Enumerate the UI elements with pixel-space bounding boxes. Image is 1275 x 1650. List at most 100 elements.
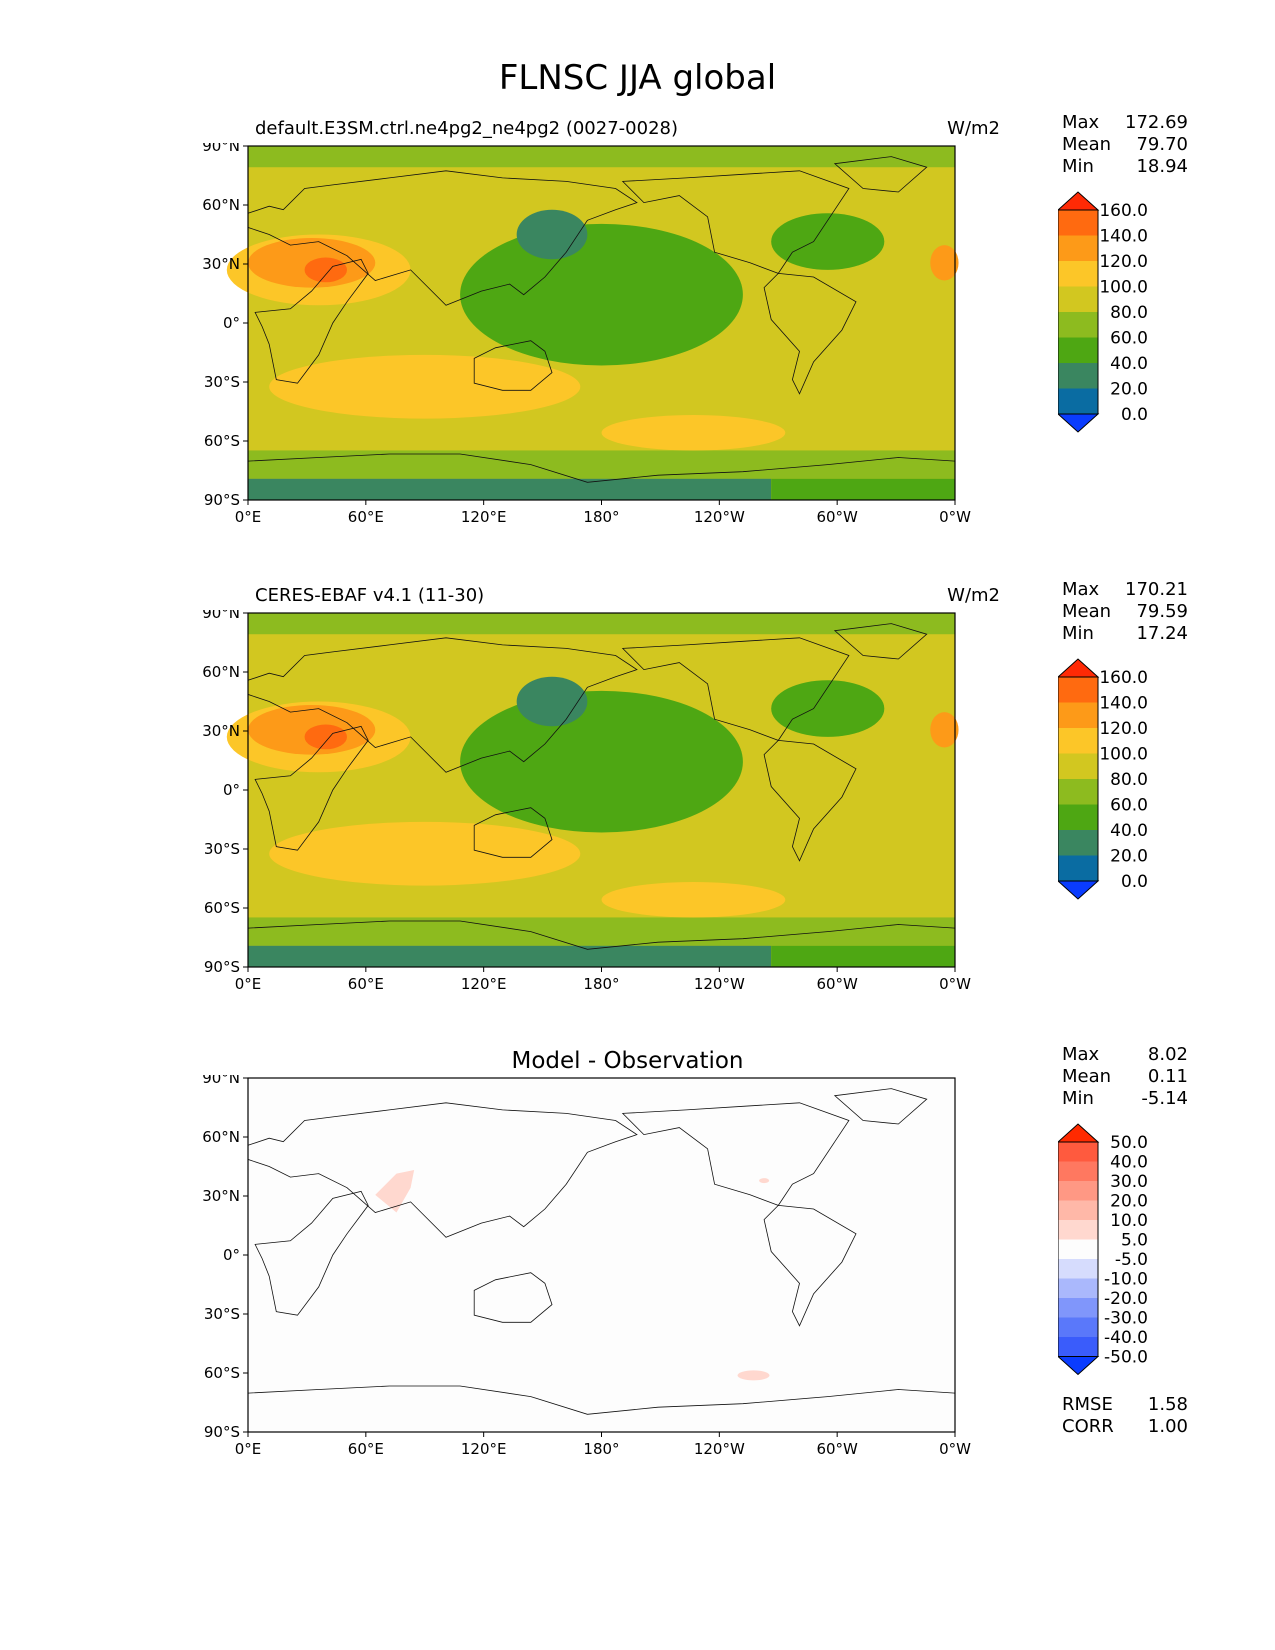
lat-label: 90°S [204,958,240,976]
colorbar-segment [1058,261,1098,287]
panel-diff: Model - Observation 90°N 60°N 30°N 0° 30°S 60… [0,1044,1275,1520]
colorbar-label: 0.0 [1121,405,1148,425]
colorbar-segment [1058,1142,1098,1162]
colorbar-label: -10.0 [1104,1270,1148,1290]
lat-label: 90°N [202,610,240,622]
stat-corr: CORR 1.00 [1062,1416,1188,1437]
lon-label: 60°W [816,508,858,526]
stats-model: Max 172.69 Mean 79.70 Min 18.94 [1062,112,1188,178]
lon-label: 0°E [235,975,262,993]
map-obs: 90°N 60°N 30°N 0° 30°S 60°S 90°S0°E 60°E 120°E 18… [202,610,971,993]
lon-label: 120°E [461,1440,507,1458]
colorbar-segment [1058,210,1098,236]
field-band-antarctic [248,478,772,500]
field-band-antarctic-west [771,478,955,500]
coastline [247,637,638,773]
lat-label: 0° [223,1246,240,1264]
colorbar-label: 40.0 [1110,1153,1148,1173]
colorbar-extend-top [1058,1123,1100,1143]
colorbar-label: 140.0 [1099,227,1148,247]
lat-label: 0° [223,314,240,332]
colorbar-frame [1058,1141,1099,1357]
colorbar-label: 60.0 [1110,796,1148,816]
colorbar-label: 60.0 [1110,329,1148,349]
colorbar-label: 120.0 [1099,719,1148,739]
colorbar-segment [1058,779,1098,805]
colorbar-label: 5.0 [1121,1231,1148,1251]
field-band-60s [248,450,955,479]
colorbar-label: -5.0 [1115,1250,1148,1270]
field-band-arctic [248,146,955,168]
panel-left-title: default.E3SM.ctrl.ne4pg2_ne4pg2 (0027-00… [255,118,678,139]
field-arabia-max [304,724,347,750]
panel-center-title: Model - Observation [511,1048,744,1074]
colorbar-label: 50.0 [1110,1133,1148,1153]
field-band-arctic [248,613,955,635]
lon-label: 60°E [348,508,384,526]
colorbar-segment [1058,388,1098,414]
colorbar-label: 20.0 [1110,380,1148,400]
colorbar-segment [1058,804,1098,830]
field-arabia-max [304,257,347,283]
field-pacific-pool [460,223,743,366]
colorbar-label: 30.0 [1110,1172,1148,1192]
coastline [254,1190,369,1316]
colorbar-segment [1058,702,1098,728]
stat-mean: Mean 0.11 [1062,1066,1188,1087]
colorbar-segment [1058,337,1098,363]
coastline [247,1385,956,1415]
coastline [763,272,857,395]
colorbar-segment [1058,312,1098,338]
colorbar-extend-bottom [1058,1356,1100,1376]
lat-label: 30°S [204,373,240,391]
colorbar-label: 40.0 [1110,821,1148,841]
lon-label: 60°W [816,1440,858,1458]
panel-left-title: CERES-EBAF v4.1 (11-30) [255,585,485,606]
colorbar-label: 100.0 [1099,278,1148,298]
stat-max: Max 8.02 [1062,1044,1188,1065]
colorbar-label: 20.0 [1110,1192,1148,1212]
stat-mean: Mean 79.70 [1062,134,1188,155]
colorbar-segment [1058,1337,1098,1357]
lat-label: 30°N [202,255,240,273]
colorbar-label: 0.0 [1121,872,1148,892]
field-diff-southern [737,1370,770,1381]
lon-label: 180° [583,1440,619,1458]
colorbar-segment [1058,753,1098,779]
lon-label: 0°W [939,975,971,993]
coastline [621,1102,850,1206]
map-field [226,146,959,500]
field-atlantic-green [771,680,885,737]
lat-label: 30°S [204,1305,240,1323]
colorbar-segment [1058,1220,1098,1240]
field-band-60s [248,917,955,946]
field-atlantic-green [771,213,885,270]
stats-diff: Max 8.02 Mean 0.11 Min -5.14 [1062,1044,1188,1110]
colorbar-segment [1058,1278,1098,1298]
lon-label: 120°W [694,1440,745,1458]
lat-label: 60°N [202,196,240,214]
colorbar-label: 100.0 [1099,745,1148,765]
map-diff: 90°N 60°N 30°N 0° 30°S 60°S 90°S0°E 60°E 120°E 18… [202,1075,971,1458]
lat-label: 90°N [202,143,240,155]
coastline [763,739,857,862]
lat-label: 30°S [204,840,240,858]
coastline [473,340,553,391]
rmse-stats: RMSE 1.58 CORR 1.00 [1062,1394,1188,1438]
colorbar-label: 160.0 [1099,201,1148,221]
colorbar-label: 10.0 [1110,1211,1148,1231]
colorbar-segment [1058,286,1098,312]
panel-model: default.E3SM.ctrl.ne4pg2_ne4pg2 (0027-00… [0,112,1275,588]
field-south-pacific [601,882,786,918]
colorbar-extend-bottom [1058,413,1100,433]
colorbar-segment [1058,1259,1098,1279]
field-diff-north-america [759,1178,770,1184]
lat-label: 30°N [202,722,240,740]
colorbar-label: 140.0 [1099,694,1148,714]
colorbar-segment [1058,728,1098,754]
stat-max: Max 170.21 [1062,579,1188,600]
panel-obs: CERES-EBAF v4.1 (11-30) W/m2 90°N 60°N 30°… [0,579,1275,1055]
coastline [621,637,850,741]
coastline [833,1088,928,1125]
lon-label: 0°W [939,1440,971,1458]
